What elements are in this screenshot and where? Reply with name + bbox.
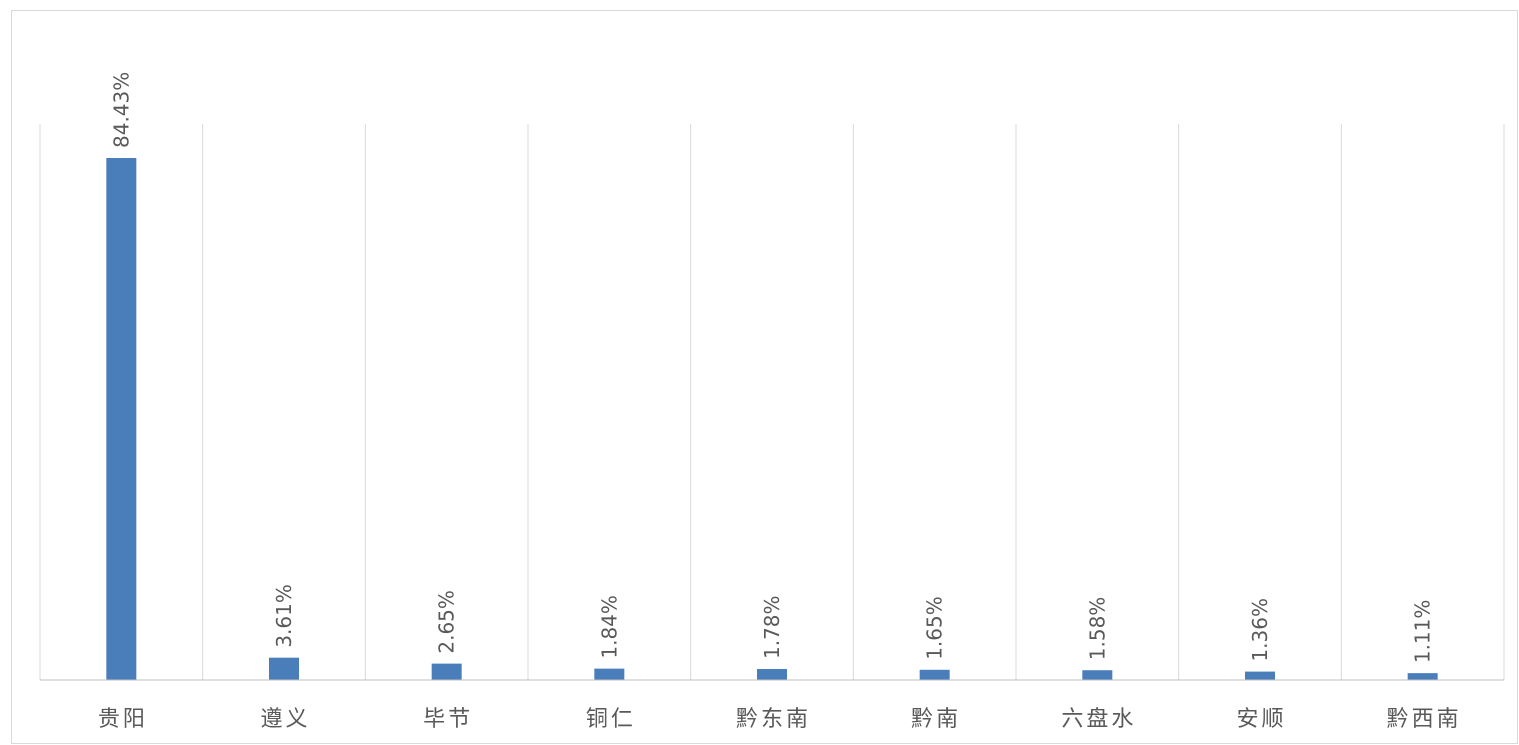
data-label: 1.36% (1248, 598, 1272, 662)
chart-frame (11, 10, 1518, 744)
bar (1407, 673, 1438, 680)
category-tick-label: 铜仁 (586, 707, 636, 732)
data-label: 1.65% (923, 596, 947, 660)
data-label: 1.58% (1085, 597, 1109, 661)
bar (1082, 670, 1113, 680)
bar (431, 663, 462, 680)
category-tick-label: 黔西南 (1387, 707, 1462, 732)
category-tick-label: 贵阳 (98, 707, 148, 732)
data-label: 84.43% (109, 72, 133, 148)
bar (106, 158, 137, 680)
bar (594, 668, 625, 680)
category-tick-label: 毕节 (423, 707, 473, 732)
bars (106, 158, 1438, 680)
category-tick-labels: 贵阳 遵义 毕节 铜仁 黔东南 黔南 六盘水 安顺 黔西南 (98, 707, 1462, 732)
data-label: 1.84% (597, 595, 621, 659)
data-label: 2.65% (435, 590, 459, 654)
category-tick-label: 遵义 (260, 707, 310, 732)
bar (1245, 671, 1275, 680)
category-tick-label: 黔东南 (736, 707, 811, 732)
category-tick-label: 安顺 (1236, 707, 1286, 732)
bar (757, 668, 787, 680)
gridlines (39, 124, 1505, 680)
data-label: 1.78% (760, 595, 784, 659)
category-tick-label: 黔南 (911, 707, 961, 732)
data-label: 1.11% (1411, 600, 1435, 664)
bar (919, 669, 950, 680)
data-labels: 84.43% 3.61% 2.65% 1.84% 1.78% 1.65% 1.58% 1.36… (109, 72, 1434, 663)
bar (269, 657, 299, 680)
data-label: 3.61% (272, 584, 296, 648)
category-tick-label: 六盘水 (1061, 707, 1136, 732)
